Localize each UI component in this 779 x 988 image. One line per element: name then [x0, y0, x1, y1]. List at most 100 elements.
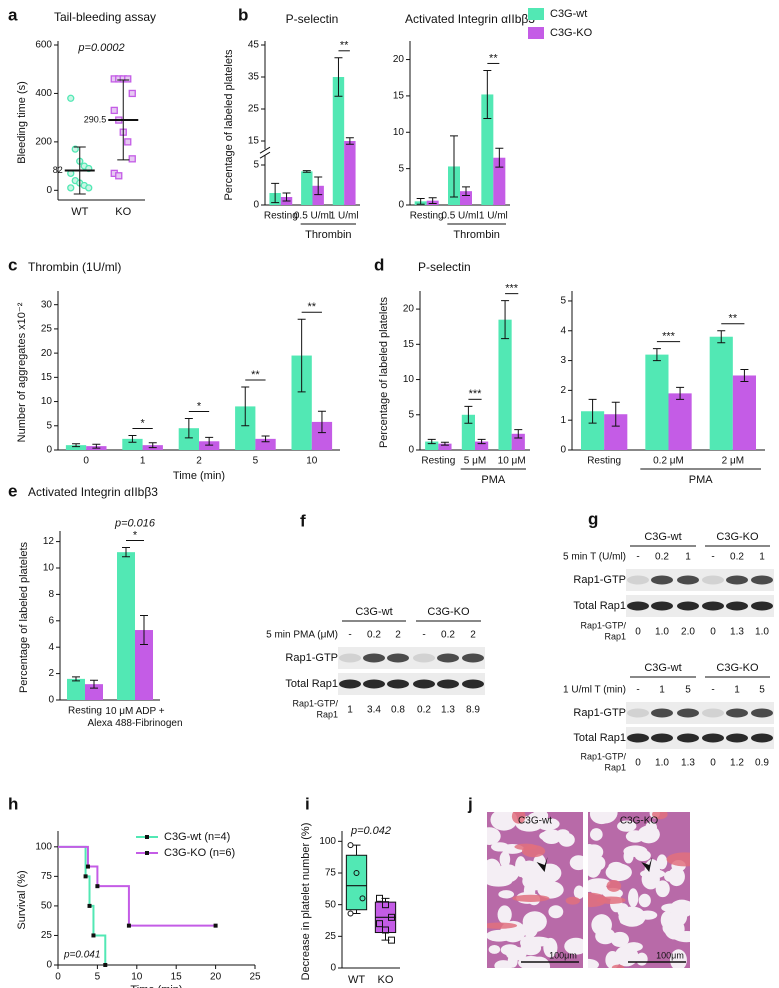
blot-band	[751, 575, 773, 585]
blot-band	[677, 575, 699, 585]
alveolus	[573, 885, 583, 899]
axis-break	[259, 149, 271, 156]
error-bar	[428, 197, 437, 205]
blot-band	[413, 653, 435, 663]
alveolus	[569, 855, 583, 871]
error-bar	[140, 615, 148, 646]
error-bar	[261, 435, 270, 443]
alveolus	[628, 888, 639, 908]
error-bar	[676, 386, 685, 400]
y-tick-label: 10	[393, 127, 405, 138]
alveolus	[624, 942, 643, 952]
ratio-value: 0	[635, 758, 641, 769]
y-tick-label: 0	[253, 200, 259, 211]
lane-label: -	[711, 552, 714, 563]
blot-group: C3G-wt	[644, 531, 681, 543]
blot-band	[437, 653, 459, 663]
error-bar	[464, 405, 473, 424]
alveolus	[496, 864, 519, 883]
error-bar	[128, 434, 137, 443]
x-tick-label: 20	[210, 972, 222, 983]
error-bar	[334, 57, 343, 97]
y-tick-label: 5	[560, 296, 566, 307]
vessel	[565, 896, 581, 905]
vessel	[666, 852, 690, 867]
blot-band	[726, 733, 748, 743]
alveolus	[593, 856, 606, 871]
y-axis-label: Decrease in platelet number (%)	[300, 823, 312, 981]
y-tick-label: 0	[408, 445, 414, 456]
lane-label: -	[636, 552, 639, 563]
error-bar	[495, 147, 504, 168]
x-tick-label: 15	[171, 972, 183, 983]
ratio-value: 8.9	[466, 705, 480, 716]
error-bar	[450, 135, 458, 198]
y-tick-label: 10	[41, 396, 53, 407]
alveolus	[558, 832, 575, 847]
data-point	[124, 75, 132, 83]
y-tick-label: 25	[41, 930, 53, 941]
legend-label: C3G-wt	[550, 8, 587, 20]
alveolus	[505, 946, 527, 961]
x-tick-label: KO	[378, 974, 394, 986]
lane-label: 1	[759, 552, 765, 563]
blot-band	[339, 653, 361, 663]
alveolus	[660, 911, 675, 930]
ratio-label: Rap1-GTP/	[580, 751, 626, 761]
lane-label: 5	[685, 685, 691, 696]
ratio-value: 1	[347, 705, 353, 716]
blot-band	[702, 708, 724, 718]
y-tick-label: 15	[248, 136, 260, 147]
y-axis-label: Percentage of labeled platelets	[223, 49, 235, 201]
error-bar	[440, 441, 449, 446]
error-bar	[427, 438, 436, 445]
x-tick-label: Resting	[68, 706, 102, 717]
x-tick-label: 10 μM ADP + Alexa 488-Fibrinogen	[87, 706, 182, 729]
blot-band	[627, 575, 649, 585]
legend-swatch	[528, 8, 544, 20]
blot-treatment: 5 min PMA (μM)	[266, 630, 338, 641]
panel-letter: i	[305, 794, 310, 813]
blot-group: C3G-KO	[427, 606, 470, 618]
bar	[312, 185, 324, 205]
x-tick-label: 1 U/ml	[479, 211, 508, 222]
x-axis-label: Time (min)	[130, 984, 182, 988]
panel-letter: e	[8, 481, 17, 500]
ratio-value: 0.8	[391, 705, 405, 716]
error-bar	[184, 418, 193, 439]
panel-letter: j	[467, 794, 473, 813]
blot-band	[702, 733, 724, 743]
data-point	[85, 184, 93, 192]
data-point	[347, 910, 354, 917]
error-bar	[317, 410, 326, 434]
blot-band	[437, 679, 459, 689]
y-tick-label: 0	[330, 963, 336, 974]
alveolus	[498, 890, 515, 899]
blot-band	[651, 601, 673, 611]
bar	[668, 393, 692, 450]
alveolus	[590, 828, 603, 841]
legend-marker	[145, 835, 149, 839]
blot-band	[462, 679, 484, 689]
x-tick-label: 2 μM	[722, 456, 744, 467]
alveolus	[548, 905, 564, 919]
blot-strip	[338, 647, 485, 669]
legend-label: C3G-KO (n=6)	[164, 847, 235, 859]
x-tick-label: 10	[306, 456, 318, 467]
x-tick-label: 1 U/ml	[330, 211, 359, 222]
data-point	[376, 894, 383, 902]
bar	[581, 411, 605, 450]
blot-band	[462, 653, 484, 663]
chart-title: Tail-bleeding assay	[54, 10, 156, 24]
bar	[301, 171, 313, 205]
lane-label: 1	[659, 685, 665, 696]
x-tick-label: KO	[115, 206, 131, 218]
error-bar	[501, 300, 510, 340]
alveolus	[656, 854, 668, 870]
blot-treatment: 1 U/ml T (min)	[563, 685, 626, 696]
alveolus	[564, 937, 583, 955]
data-point	[388, 913, 395, 921]
lane-label: 2	[470, 630, 476, 641]
blot-row-label: Total Rap1	[573, 600, 626, 612]
alveolus	[595, 928, 616, 945]
